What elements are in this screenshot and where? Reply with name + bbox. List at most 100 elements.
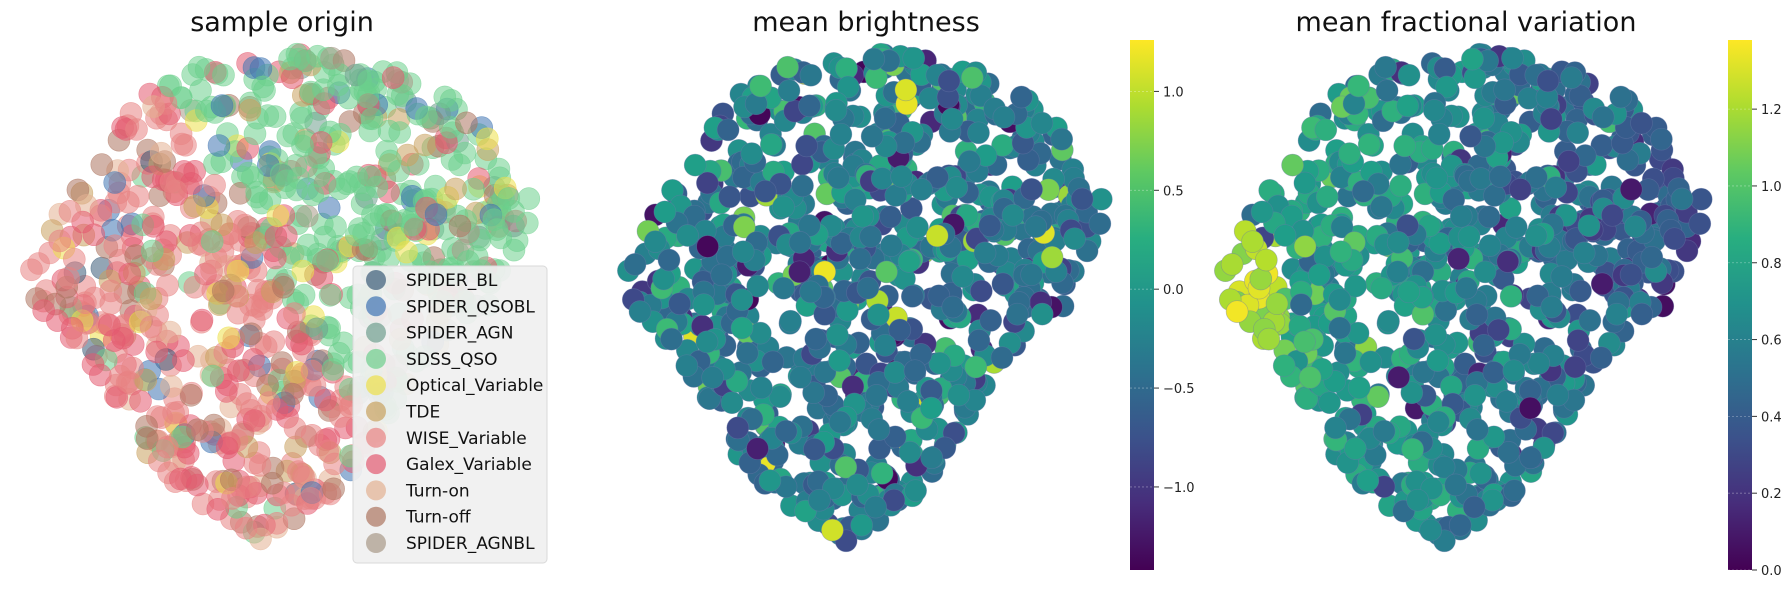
legend-label: SPIDER_QSOBL bbox=[406, 297, 535, 317]
scatter-point bbox=[305, 317, 329, 341]
scatter-point bbox=[1689, 187, 1713, 211]
legend-label: WISE_Variable bbox=[406, 429, 527, 449]
scatter-point bbox=[32, 299, 56, 322]
scatter-point bbox=[1377, 309, 1400, 333]
scatter-point bbox=[1518, 396, 1542, 420]
scatter-point bbox=[1566, 329, 1590, 352]
scatter-point bbox=[735, 341, 759, 365]
scatter-point bbox=[1293, 235, 1317, 258]
scatter-point bbox=[1466, 418, 1489, 441]
scatter-point bbox=[1424, 323, 1448, 347]
colorbar-mean-fractional-variation: 1.2 1.0 0.8 0.6 0.4 0.2 0.0 bbox=[1728, 40, 1782, 579]
scatter-point bbox=[281, 382, 304, 406]
scatter-point bbox=[1563, 355, 1587, 379]
scatter-point bbox=[321, 358, 345, 381]
scatter-point bbox=[1527, 351, 1551, 375]
scatter-point bbox=[1426, 349, 1450, 372]
scatter-point bbox=[836, 75, 860, 99]
scatter-point bbox=[1630, 111, 1653, 135]
scatter-point bbox=[1472, 333, 1496, 357]
scatter-point bbox=[864, 495, 887, 519]
scatter-point bbox=[129, 389, 152, 413]
legend-label: Turn-on bbox=[405, 481, 470, 501]
scatter-point bbox=[1550, 265, 1574, 288]
scatter-point bbox=[828, 349, 851, 372]
scatter-point bbox=[1265, 292, 1289, 316]
scatter-point bbox=[1402, 327, 1426, 351]
scatter-point bbox=[1422, 99, 1446, 122]
scatter-point bbox=[125, 118, 148, 141]
scatter-point bbox=[1444, 473, 1468, 497]
scatter-point bbox=[280, 493, 303, 517]
scatter-point bbox=[652, 267, 675, 291]
legend-label: Galex_Variable bbox=[406, 455, 532, 475]
scatter-point bbox=[1366, 385, 1390, 409]
scatter-point bbox=[1508, 178, 1532, 201]
scatter-point bbox=[1347, 376, 1371, 400]
scatter-point bbox=[1307, 263, 1331, 287]
scatter-point bbox=[750, 376, 773, 400]
scatter-point bbox=[1298, 366, 1322, 389]
scatter-point bbox=[675, 354, 699, 378]
colorbar-tick-label: 1.0 bbox=[1163, 85, 1184, 100]
scatter-point bbox=[1315, 185, 1339, 209]
scatter-point bbox=[290, 332, 313, 356]
scatter-point bbox=[692, 293, 716, 316]
scatter-point bbox=[314, 388, 337, 412]
scatter-point bbox=[1089, 187, 1113, 211]
scatter-point bbox=[1293, 171, 1317, 195]
scatter-point bbox=[1524, 224, 1548, 248]
scatter-point bbox=[1254, 248, 1278, 272]
scatter-point bbox=[947, 383, 971, 407]
scatter-point bbox=[1469, 461, 1493, 485]
scatter-point bbox=[851, 204, 875, 228]
scatter-point bbox=[1670, 187, 1694, 211]
scatter-point bbox=[139, 287, 163, 311]
legend: SPIDER_BL SPIDER_QSOBL SPIDER_AGN SDSS_QSO O… bbox=[352, 265, 548, 564]
scatter-point bbox=[300, 359, 324, 383]
scatter-point bbox=[221, 487, 244, 510]
scatter-point bbox=[826, 323, 849, 347]
scatter-point bbox=[1501, 46, 1524, 70]
scatter-point bbox=[126, 184, 150, 208]
scatter-point bbox=[1329, 240, 1353, 264]
scatter-point bbox=[207, 134, 231, 157]
scatter-point bbox=[1568, 84, 1592, 108]
scatter-point bbox=[337, 86, 360, 110]
scatter-point bbox=[517, 187, 541, 210]
scatter-point bbox=[883, 361, 907, 384]
scatter-point bbox=[156, 273, 179, 297]
scatter-point bbox=[945, 176, 969, 199]
scatter-point bbox=[834, 455, 858, 479]
scatter-point bbox=[860, 124, 884, 148]
scatter-point bbox=[1448, 513, 1472, 537]
panel-sample-origin: sample origin SPIDER_BLSPIDER_QSOBLSPIDE… bbox=[20, 7, 548, 564]
scatter-point bbox=[1504, 216, 1528, 239]
scatter-point bbox=[248, 454, 272, 477]
scatter-point bbox=[903, 359, 927, 383]
scatter-point bbox=[1519, 446, 1542, 470]
scatter-point bbox=[1370, 195, 1393, 219]
colorbar-mean-brightness: 1.0 0.5 0.0 −0.5 −1.0 bbox=[1130, 40, 1195, 570]
scatter-point bbox=[749, 74, 772, 98]
colorbar-tick-label: 1.0 bbox=[1761, 180, 1782, 195]
scatter-point bbox=[1482, 361, 1506, 384]
scatter-point bbox=[57, 266, 80, 290]
scatter-point bbox=[850, 513, 874, 537]
scatter-point bbox=[1250, 200, 1274, 224]
scatter-point bbox=[900, 284, 924, 308]
scatter-point bbox=[779, 309, 802, 333]
scatter-point bbox=[1419, 518, 1443, 542]
scatter-point bbox=[660, 327, 683, 351]
scatter-point bbox=[772, 195, 795, 219]
scatter-point bbox=[1386, 231, 1410, 254]
scatter-point bbox=[772, 276, 795, 300]
scatter-point bbox=[1540, 295, 1564, 319]
scatter-point bbox=[1225, 300, 1249, 323]
scatter-point bbox=[1010, 85, 1033, 109]
scatter-point bbox=[873, 333, 897, 357]
scatter-point bbox=[1050, 127, 1074, 151]
scatter-point bbox=[1001, 203, 1025, 227]
scatter-point bbox=[187, 55, 211, 79]
